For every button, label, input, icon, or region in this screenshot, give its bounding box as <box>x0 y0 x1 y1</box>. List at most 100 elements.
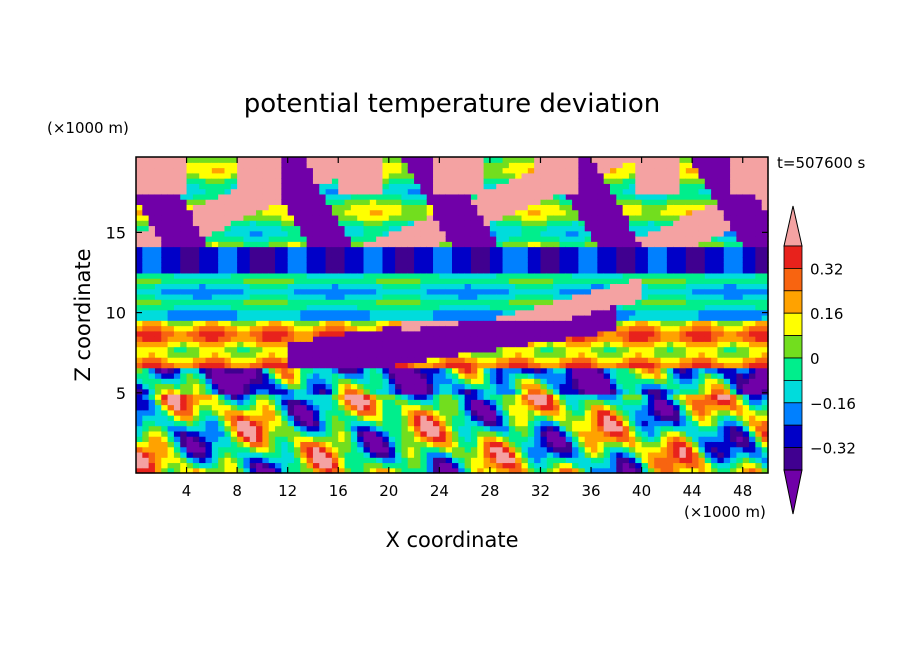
heatmap-cell <box>148 172 156 179</box>
heatmap-cell <box>262 441 270 448</box>
heatmap-cell <box>508 225 516 232</box>
heatmap-cell <box>597 330 605 337</box>
heatmap-cell <box>521 293 529 300</box>
heatmap-cell <box>275 336 282 342</box>
heatmap-cell <box>439 315 447 321</box>
heatmap-cell <box>256 162 263 169</box>
heatmap-cell <box>325 193 333 200</box>
heatmap-cell <box>344 315 352 321</box>
heatmap-cell <box>300 430 308 437</box>
heatmap-cell <box>237 214 245 221</box>
heatmap-cell <box>319 162 327 169</box>
heatmap-cell <box>470 241 478 248</box>
heatmap-cell <box>477 193 485 200</box>
heatmap-cell <box>344 193 352 200</box>
heatmap-cell <box>616 378 624 385</box>
heatmap-cell <box>148 157 156 163</box>
heatmap-cell <box>205 304 213 311</box>
heatmap-cell <box>458 367 466 374</box>
heatmap-cell <box>565 230 573 237</box>
heatmap-cell <box>502 167 510 174</box>
heatmap-cell <box>628 357 636 363</box>
heatmap-cell <box>401 462 409 469</box>
heatmap-cell <box>218 351 226 358</box>
heatmap-cell <box>452 315 459 321</box>
heatmap-cell <box>192 220 200 227</box>
heatmap-cell <box>161 315 169 321</box>
heatmap-cell <box>572 388 579 395</box>
heatmap-cell <box>635 288 643 295</box>
heatmap-cell <box>300 346 308 353</box>
heatmap-cell <box>521 214 529 221</box>
heatmap-cell <box>294 341 301 348</box>
heatmap-cell <box>527 346 535 353</box>
heatmap-cell <box>294 236 301 242</box>
heatmap-cell <box>211 267 219 274</box>
heatmap-cell <box>420 230 428 237</box>
heatmap-cell <box>344 199 352 205</box>
heatmap-cell <box>136 341 143 348</box>
heatmap-cell <box>597 346 605 353</box>
heatmap-cell <box>369 451 377 458</box>
heatmap-cell <box>256 220 263 227</box>
heatmap-cell <box>230 272 238 279</box>
heatmap-cell <box>319 157 327 163</box>
heatmap-cell <box>142 388 150 395</box>
heatmap-cell <box>546 288 554 295</box>
heatmap-cell <box>136 272 143 279</box>
heatmap-cell <box>186 420 194 427</box>
heatmap-cell <box>256 304 263 311</box>
heatmap-cell <box>414 267 421 274</box>
heatmap-cell <box>186 193 194 200</box>
heatmap-cell <box>426 199 434 205</box>
heatmap-cell <box>496 388 504 395</box>
heatmap-cell <box>502 399 510 406</box>
heatmap-cell <box>211 430 219 437</box>
heatmap-cell <box>401 157 409 163</box>
heatmap-cell <box>192 367 200 374</box>
heatmap-cell <box>414 162 421 169</box>
heatmap-cell <box>262 378 270 385</box>
heatmap-cell <box>470 262 478 269</box>
heatmap-cell <box>603 467 611 474</box>
heatmap-cell <box>230 409 238 416</box>
heatmap-cell <box>325 178 333 184</box>
heatmap-cell <box>154 315 162 321</box>
heatmap-cell <box>294 299 301 306</box>
heatmap-cell <box>439 188 447 195</box>
heatmap-cell <box>249 388 257 395</box>
heatmap-cell <box>508 293 516 300</box>
heatmap-cell <box>452 267 459 274</box>
heatmap-cell <box>281 362 289 369</box>
heatmap-cell <box>161 425 169 432</box>
heatmap-cell <box>622 346 630 353</box>
heatmap-cell <box>584 467 592 474</box>
heatmap-cell <box>243 304 251 311</box>
heatmap-cell <box>515 204 523 211</box>
heatmap-cell <box>306 188 314 195</box>
heatmap-cell <box>319 178 327 184</box>
heatmap-cell <box>591 430 598 437</box>
heatmap-cell <box>344 188 352 195</box>
heatmap-cell <box>489 167 497 174</box>
heatmap-cell <box>496 188 504 195</box>
heatmap-cell <box>363 193 371 200</box>
heatmap-cell <box>603 183 611 190</box>
heatmap-cell <box>243 351 251 358</box>
heatmap-cell <box>382 220 390 227</box>
heatmap-cell <box>243 399 251 406</box>
heatmap-cell <box>559 225 567 232</box>
heatmap-cell <box>445 267 453 274</box>
heatmap-cell <box>515 351 523 358</box>
heatmap-cell <box>275 283 282 290</box>
heatmap-cell <box>477 325 485 332</box>
heatmap-cell <box>401 441 409 448</box>
heatmap-cell <box>218 257 226 263</box>
heatmap-cell <box>268 183 276 190</box>
heatmap-cell <box>249 336 257 342</box>
heatmap-cell <box>363 315 371 321</box>
heatmap-cell <box>148 325 156 332</box>
heatmap-cell <box>218 367 226 374</box>
heatmap-cell <box>584 425 592 432</box>
heatmap-cell <box>154 399 162 406</box>
